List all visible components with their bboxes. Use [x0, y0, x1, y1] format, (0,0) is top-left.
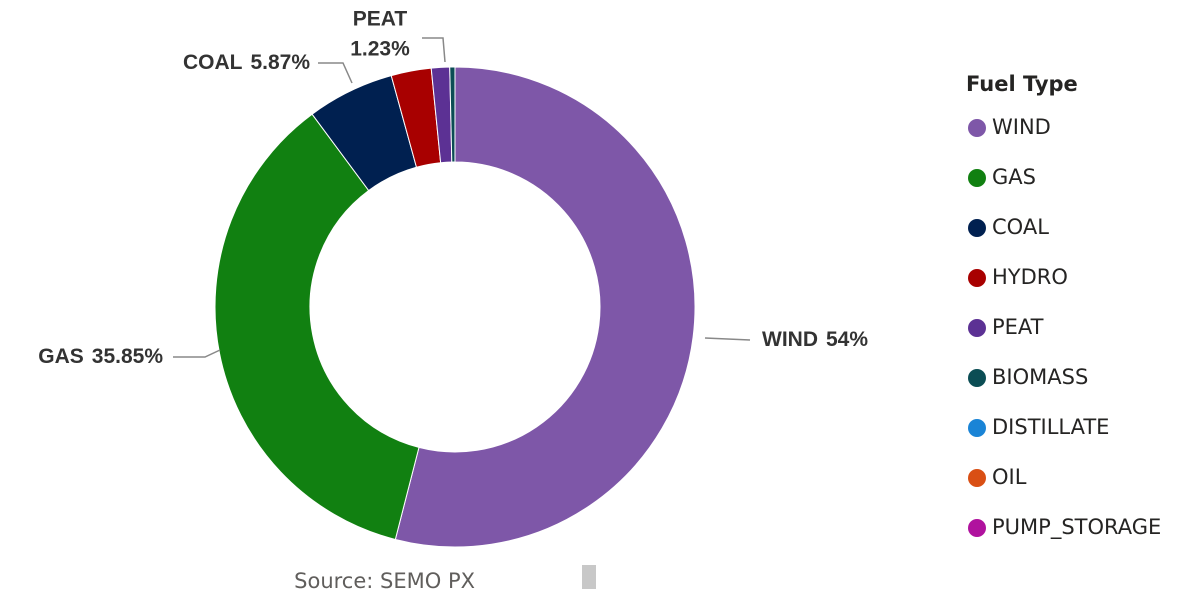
leader-line [318, 62, 353, 84]
legend-label: HYDRO [992, 265, 1068, 289]
slice [214, 113, 420, 541]
legend-marker [968, 169, 986, 187]
legend-label: BIOMASS [992, 365, 1088, 389]
data-label-value: 1.23% [350, 38, 410, 61]
legend-marker [968, 319, 986, 337]
data-label: COAL 5.87% [183, 51, 310, 74]
legend-marker [968, 469, 986, 487]
data-label-name: COAL [183, 51, 243, 74]
legend-label: WIND [992, 115, 1051, 139]
source-icon [582, 565, 596, 589]
leader-line [704, 337, 751, 341]
donut [214, 66, 696, 548]
legend-marker [968, 269, 986, 287]
legend-label: GAS [992, 165, 1036, 189]
legend-label: DISTILLATE [992, 415, 1109, 439]
legend-label: PEAT [992, 315, 1044, 339]
data-label-value: 54% [826, 328, 868, 351]
legend: WIND GAS COAL HYDRO PEAT BIOMASS DISTILLATE OIL… [968, 115, 1161, 540]
data-label-value: 5.87% [250, 51, 310, 74]
legend-marker [968, 119, 986, 137]
data-label: GAS 35.85% [38, 345, 163, 368]
legend-marker [968, 369, 986, 387]
data-labels: WIND 54% GAS 35.85% COAL 5.87% PEAT 1.23% [38, 8, 868, 368]
leader-line [173, 349, 221, 358]
data-label-value: 35.85% [92, 345, 164, 368]
leader-line [422, 37, 446, 63]
source: Source: SEMO PX [294, 569, 475, 593]
legend-marker [968, 219, 986, 237]
legend-title: Fuel Type [966, 72, 1078, 96]
legend-marker [968, 519, 986, 537]
slice [394, 66, 696, 548]
data-label-name: GAS [38, 345, 84, 368]
legend-label: OIL [992, 465, 1027, 489]
data-label-name: WIND [762, 328, 818, 351]
data-label: WIND 54% [762, 328, 868, 351]
legend-marker [968, 419, 986, 437]
data-label-name: PEAT [353, 8, 408, 31]
legend-label: COAL [992, 215, 1049, 239]
legend-label: PUMP_STORAGE [992, 515, 1161, 540]
